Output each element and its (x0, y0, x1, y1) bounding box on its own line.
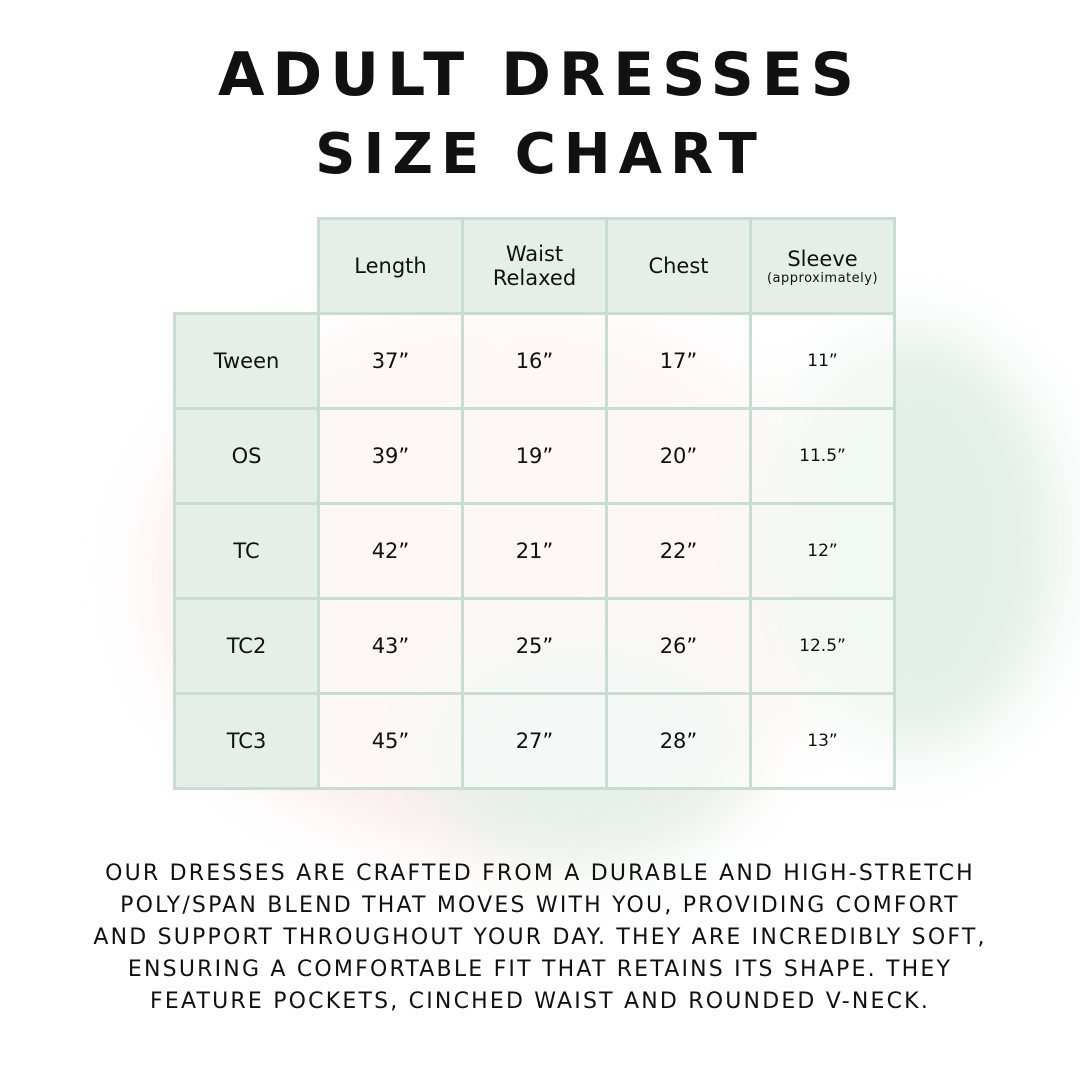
measurement-cell: 22” (605, 502, 752, 600)
size-label: TC3 (173, 692, 320, 790)
measurement-cell: 17” (605, 312, 752, 410)
measurement-cell: 45” (317, 692, 464, 790)
measurement-cell: 25” (461, 597, 608, 695)
header-length: Length (317, 217, 464, 315)
header-label: Length (354, 254, 427, 278)
header-label: Sleeve (787, 246, 858, 271)
measurement-cell: 42” (317, 502, 464, 600)
description: OUR DRESSES ARE CRAFTED FROM A DURABLE A… (0, 858, 1080, 1018)
measurement-cell: 20” (605, 407, 752, 505)
measurement-cell: 39” (317, 407, 464, 505)
measurement-cell: 19” (461, 407, 608, 505)
header-waist: Waist Relaxed (461, 217, 608, 315)
measurement-cell: 11” (749, 312, 896, 410)
header-note: (approximately) (766, 270, 879, 286)
table-row: OS 39” 19” 20” 11.5” (173, 407, 896, 505)
header-sleeve: Sleeve (approximately) (749, 217, 896, 315)
header-row: Length Waist Relaxed Chest Sleeve (approxi… (175, 217, 896, 315)
description-line: AND SUPPORT THROUGHOUT YOUR DAY. THEY AR… (93, 925, 987, 950)
page-subtitle: SIZE CHART (315, 122, 765, 187)
measurement-cell: 21” (461, 502, 608, 600)
measurement-cell: 12” (749, 502, 896, 600)
measurement-cell: 16” (461, 312, 608, 410)
size-chart-table: Length Waist Relaxed Chest Sleeve (approxi… (173, 217, 896, 790)
table-row: Tween 37” 16” 17” 11” (173, 312, 896, 410)
table-row: TC 42” 21” 22” 12” (173, 502, 896, 600)
description-line: POLY/SPAN BLEND THAT MOVES WITH YOU, PRO… (120, 893, 960, 918)
measurement-cell: 27” (461, 692, 608, 790)
size-label: Tween (173, 312, 320, 410)
measurement-cell: 12.5” (749, 597, 896, 695)
table-row: TC2 43” 25” 26” 12.5” (173, 597, 896, 695)
measurement-cell: 43” (317, 597, 464, 695)
size-label: OS (173, 407, 320, 505)
description-line: ENSURING A COMFORTABLE FIT THAT RETAINS … (127, 957, 953, 982)
header-chest: Chest (605, 217, 752, 315)
size-label: TC (173, 502, 320, 600)
measurement-cell: 37” (317, 312, 464, 410)
description-line: FEATURE POCKETS, CINCHED WAIST AND ROUND… (149, 989, 931, 1014)
header-label: Waist (505, 242, 564, 266)
measurement-cell: 28” (605, 692, 752, 790)
table-row: TC3 45” 27” 28” 13” (173, 692, 896, 790)
corner-cell (175, 219, 319, 314)
header-label: Chest (648, 254, 709, 278)
header-label-sub: Relaxed (492, 266, 577, 290)
size-label: TC2 (173, 597, 320, 695)
measurement-cell: 13” (749, 692, 896, 790)
description-line: OUR DRESSES ARE CRAFTED FROM A DURABLE A… (105, 861, 975, 886)
page-title: ADULT DRESSES (218, 40, 862, 110)
measurement-cell: 26” (605, 597, 752, 695)
measurement-cell: 11.5” (749, 407, 896, 505)
